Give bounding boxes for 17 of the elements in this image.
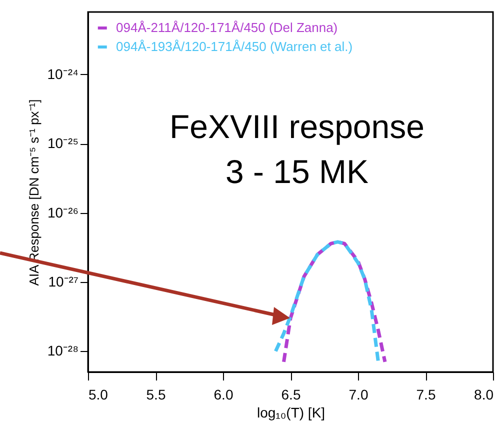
- y-tick-label: 10⁻²⁵: [47, 135, 78, 152]
- y-tick-label: 10⁻²⁶: [48, 204, 78, 220]
- x-tick-label: 6.0: [214, 386, 234, 402]
- legend-label: 094Å-211Å/120-171Å/450 (Del Zanna): [116, 20, 338, 35]
- x-tick-label: 8.0: [474, 386, 494, 402]
- x-tick-label: 5.5: [146, 386, 166, 402]
- x-tick-label: 7.5: [416, 386, 436, 402]
- x-tick-label: 5.0: [88, 386, 108, 402]
- annotation: 3 - 15 MK: [225, 153, 369, 190]
- annotation: FeXVIII response: [170, 108, 424, 145]
- y-tick-label: 10⁻²⁷: [48, 274, 78, 290]
- x-tick-label: 6.5: [281, 386, 301, 402]
- y-tick-label: 10⁻²⁸: [47, 342, 79, 359]
- x-tick-label: 7.0: [348, 386, 368, 402]
- y-tick-label: 10⁻²⁴: [47, 66, 78, 82]
- legend-label: 094Å-193Å/120-171Å/450 (Warren et al.): [116, 39, 353, 54]
- x-axis-title: log₁₀(T) [K]: [256, 404, 326, 420]
